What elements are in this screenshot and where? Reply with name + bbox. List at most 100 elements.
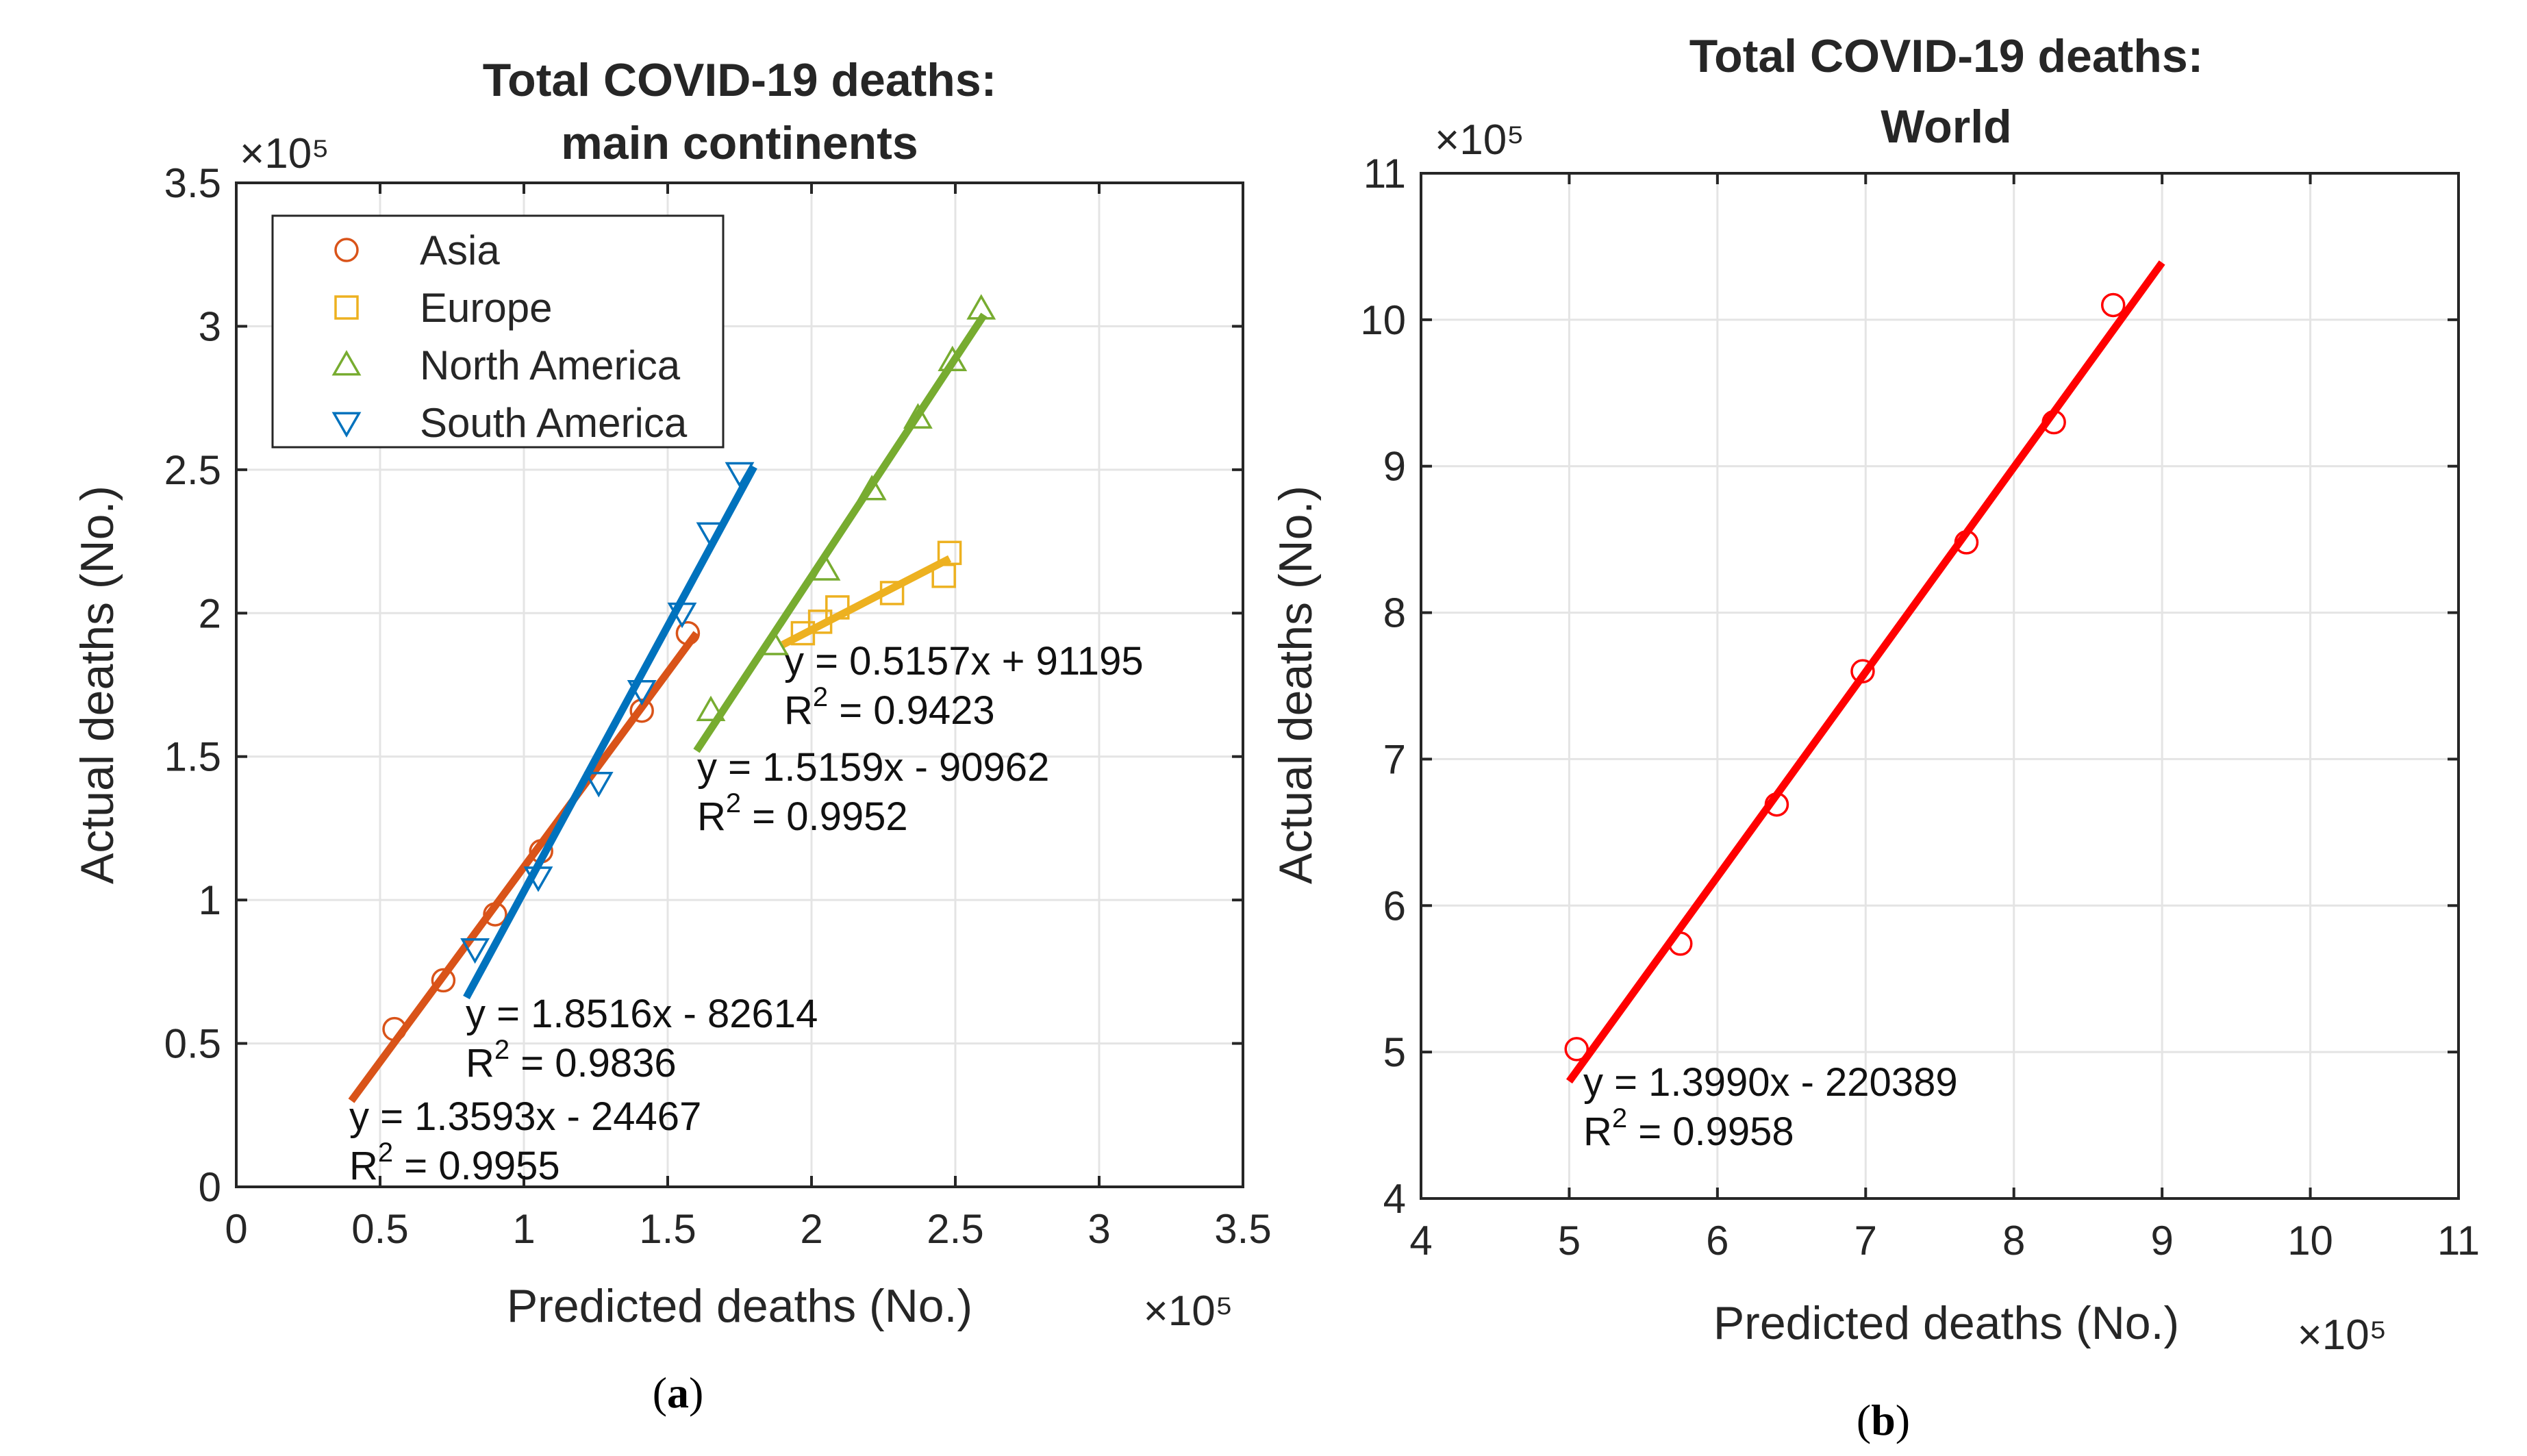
legend-box	[271, 214, 725, 449]
legend-label-south-america: South America	[420, 400, 688, 446]
data-point-south-america	[523, 866, 553, 892]
data-point-south-america	[460, 938, 490, 964]
legend: Asia Europe North America South America	[271, 214, 725, 449]
equation-label-south-america: y = 1.8516x - 82614	[466, 992, 818, 1036]
y-tick-label: 2.5	[164, 447, 221, 493]
data-point-europe	[807, 610, 833, 634]
equation-label-world: y = 1.3990x - 220389	[1583, 1060, 1958, 1105]
data-point-north-america	[759, 629, 789, 655]
r2-label-asia: R2 = 0.9955	[349, 1138, 560, 1188]
x-axis-multiplier: ×10⁵	[2298, 1311, 2387, 1359]
x-tick-label: 6	[1706, 1218, 1728, 1264]
data-point-world	[1954, 530, 1979, 555]
chart-b: 4 5 6 7 8 9 10 11 4 5 6 7 8 9 10 11 ×10⁵ ×10⁵ Total COVID-…	[1270, 30, 2480, 1444]
equation-label-north-america: y = 1.5159x - 90962	[697, 745, 1049, 790]
data-point-north-america	[938, 345, 968, 372]
chart-title-line-1: Total COVID-19 deaths:	[1689, 30, 2204, 82]
r2-label-south-america: R2 = 0.9836	[466, 1035, 677, 1085]
data-point-asia	[629, 698, 654, 723]
equation-label-asia: y = 1.3593x - 24467	[349, 1094, 701, 1139]
chart-a: 0 0.5 1 1.5 2 2.5 3 3.5 0 0.5 1 1.5 2 2.5 3 3.5 ×10⁵ ×10⁵…	[71, 54, 1272, 1417]
x-tick-label: 0.5	[351, 1206, 408, 1252]
r2-label-north-america: R2 = 0.9952	[697, 788, 908, 839]
fit-line-north-america	[693, 312, 988, 753]
x-tick-label: 2	[800, 1206, 822, 1252]
y-tick-label: 7	[1383, 736, 1406, 782]
r2-label-europe: R2 = 0.9423	[784, 682, 995, 733]
x-tick-label: 3	[1088, 1206, 1110, 1252]
y-tick-label: 4	[1383, 1176, 1406, 1222]
y-tick-label: 5	[1383, 1029, 1406, 1075]
data-point-world	[1850, 659, 1875, 683]
legend-label-asia: Asia	[420, 227, 500, 273]
chart-title-line-2: main continents	[561, 117, 918, 169]
fit-line-world	[1566, 260, 2165, 1084]
y-tick-label: 3	[199, 303, 221, 349]
data-point-europe	[879, 581, 905, 605]
data-point-north-america	[903, 403, 933, 429]
y-tick-label: 0.5	[164, 1021, 221, 1067]
x-tick-label: 3.5	[1214, 1206, 1271, 1252]
data-point-world	[2041, 410, 2066, 435]
y-axis-label: Actual deaths (No.)	[71, 486, 123, 884]
data-point-north-america	[966, 294, 996, 320]
grid	[235, 181, 1244, 1188]
fit-line-europe	[781, 555, 952, 649]
x-axis-label: Predicted deaths (No.)	[1713, 1297, 2179, 1349]
data-point-south-america	[583, 772, 614, 798]
y-tick-label: 0	[199, 1164, 221, 1210]
chart-title-line-2: World	[1881, 101, 2011, 153]
y-tick-label: 2	[199, 590, 221, 636]
x-tick-label: 10	[2287, 1218, 2333, 1264]
axes-box	[235, 181, 1244, 1188]
fit-line-south-america	[463, 465, 757, 1000]
legend-marker-europe	[334, 295, 359, 320]
data-point-world	[2100, 292, 2126, 318]
y-tick-label: 3.5	[164, 160, 221, 206]
x-tick-label: 4	[1409, 1218, 1432, 1264]
data-point-south-america	[627, 680, 657, 706]
y-axis-label: Actual deaths (No.)	[1270, 486, 1322, 884]
data-point-europe	[937, 540, 962, 566]
x-tick-label: 5	[1558, 1218, 1581, 1264]
y-tick-label: 8	[1383, 590, 1406, 636]
figure-caption: (b)	[1857, 1396, 1910, 1444]
data-point-south-america	[667, 602, 697, 629]
x-tick-label: 2.5	[927, 1206, 983, 1252]
legend-label-north-america: North America	[420, 342, 681, 388]
y-tick-label: 10	[1360, 297, 1406, 343]
data-point-asia	[382, 1016, 407, 1042]
y-tick-label: 6	[1383, 883, 1406, 929]
data-point-world	[1564, 1037, 1589, 1062]
legend-marker-south-america	[331, 412, 362, 438]
chart-title-line-1: Total COVID-19 deaths:	[483, 54, 997, 106]
legend-marker-north-america	[331, 350, 362, 376]
y-tick-label: 9	[1383, 444, 1406, 490]
data-point-asia	[483, 902, 507, 927]
legend-label-europe: Europe	[420, 285, 552, 331]
x-tick-label: 11	[2437, 1218, 2480, 1264]
x-axis-multiplier: ×10⁵	[1144, 1288, 1233, 1335]
legend-marker-asia	[334, 238, 359, 262]
y-tick-label: 11	[1363, 151, 1406, 197]
data-point-south-america	[696, 522, 726, 548]
data-point-north-america	[696, 695, 726, 722]
axes-box	[1420, 172, 2460, 1200]
data-point-asia	[675, 620, 701, 646]
data-point-south-america	[725, 462, 755, 488]
x-tick-label: 9	[2150, 1218, 2173, 1264]
x-axis-label: Predicted deaths (No.)	[507, 1280, 972, 1332]
r2-label-world: R2 = 0.9958	[1583, 1103, 1794, 1154]
data-point-world	[1764, 792, 1789, 817]
y-axis-multiplier: ×10⁵	[1435, 116, 1524, 164]
data-point-north-america	[857, 475, 887, 501]
x-tick-label: 8	[2002, 1218, 2025, 1264]
x-tick-label: 7	[1855, 1218, 1877, 1264]
y-tick-label: 1.5	[164, 734, 221, 780]
